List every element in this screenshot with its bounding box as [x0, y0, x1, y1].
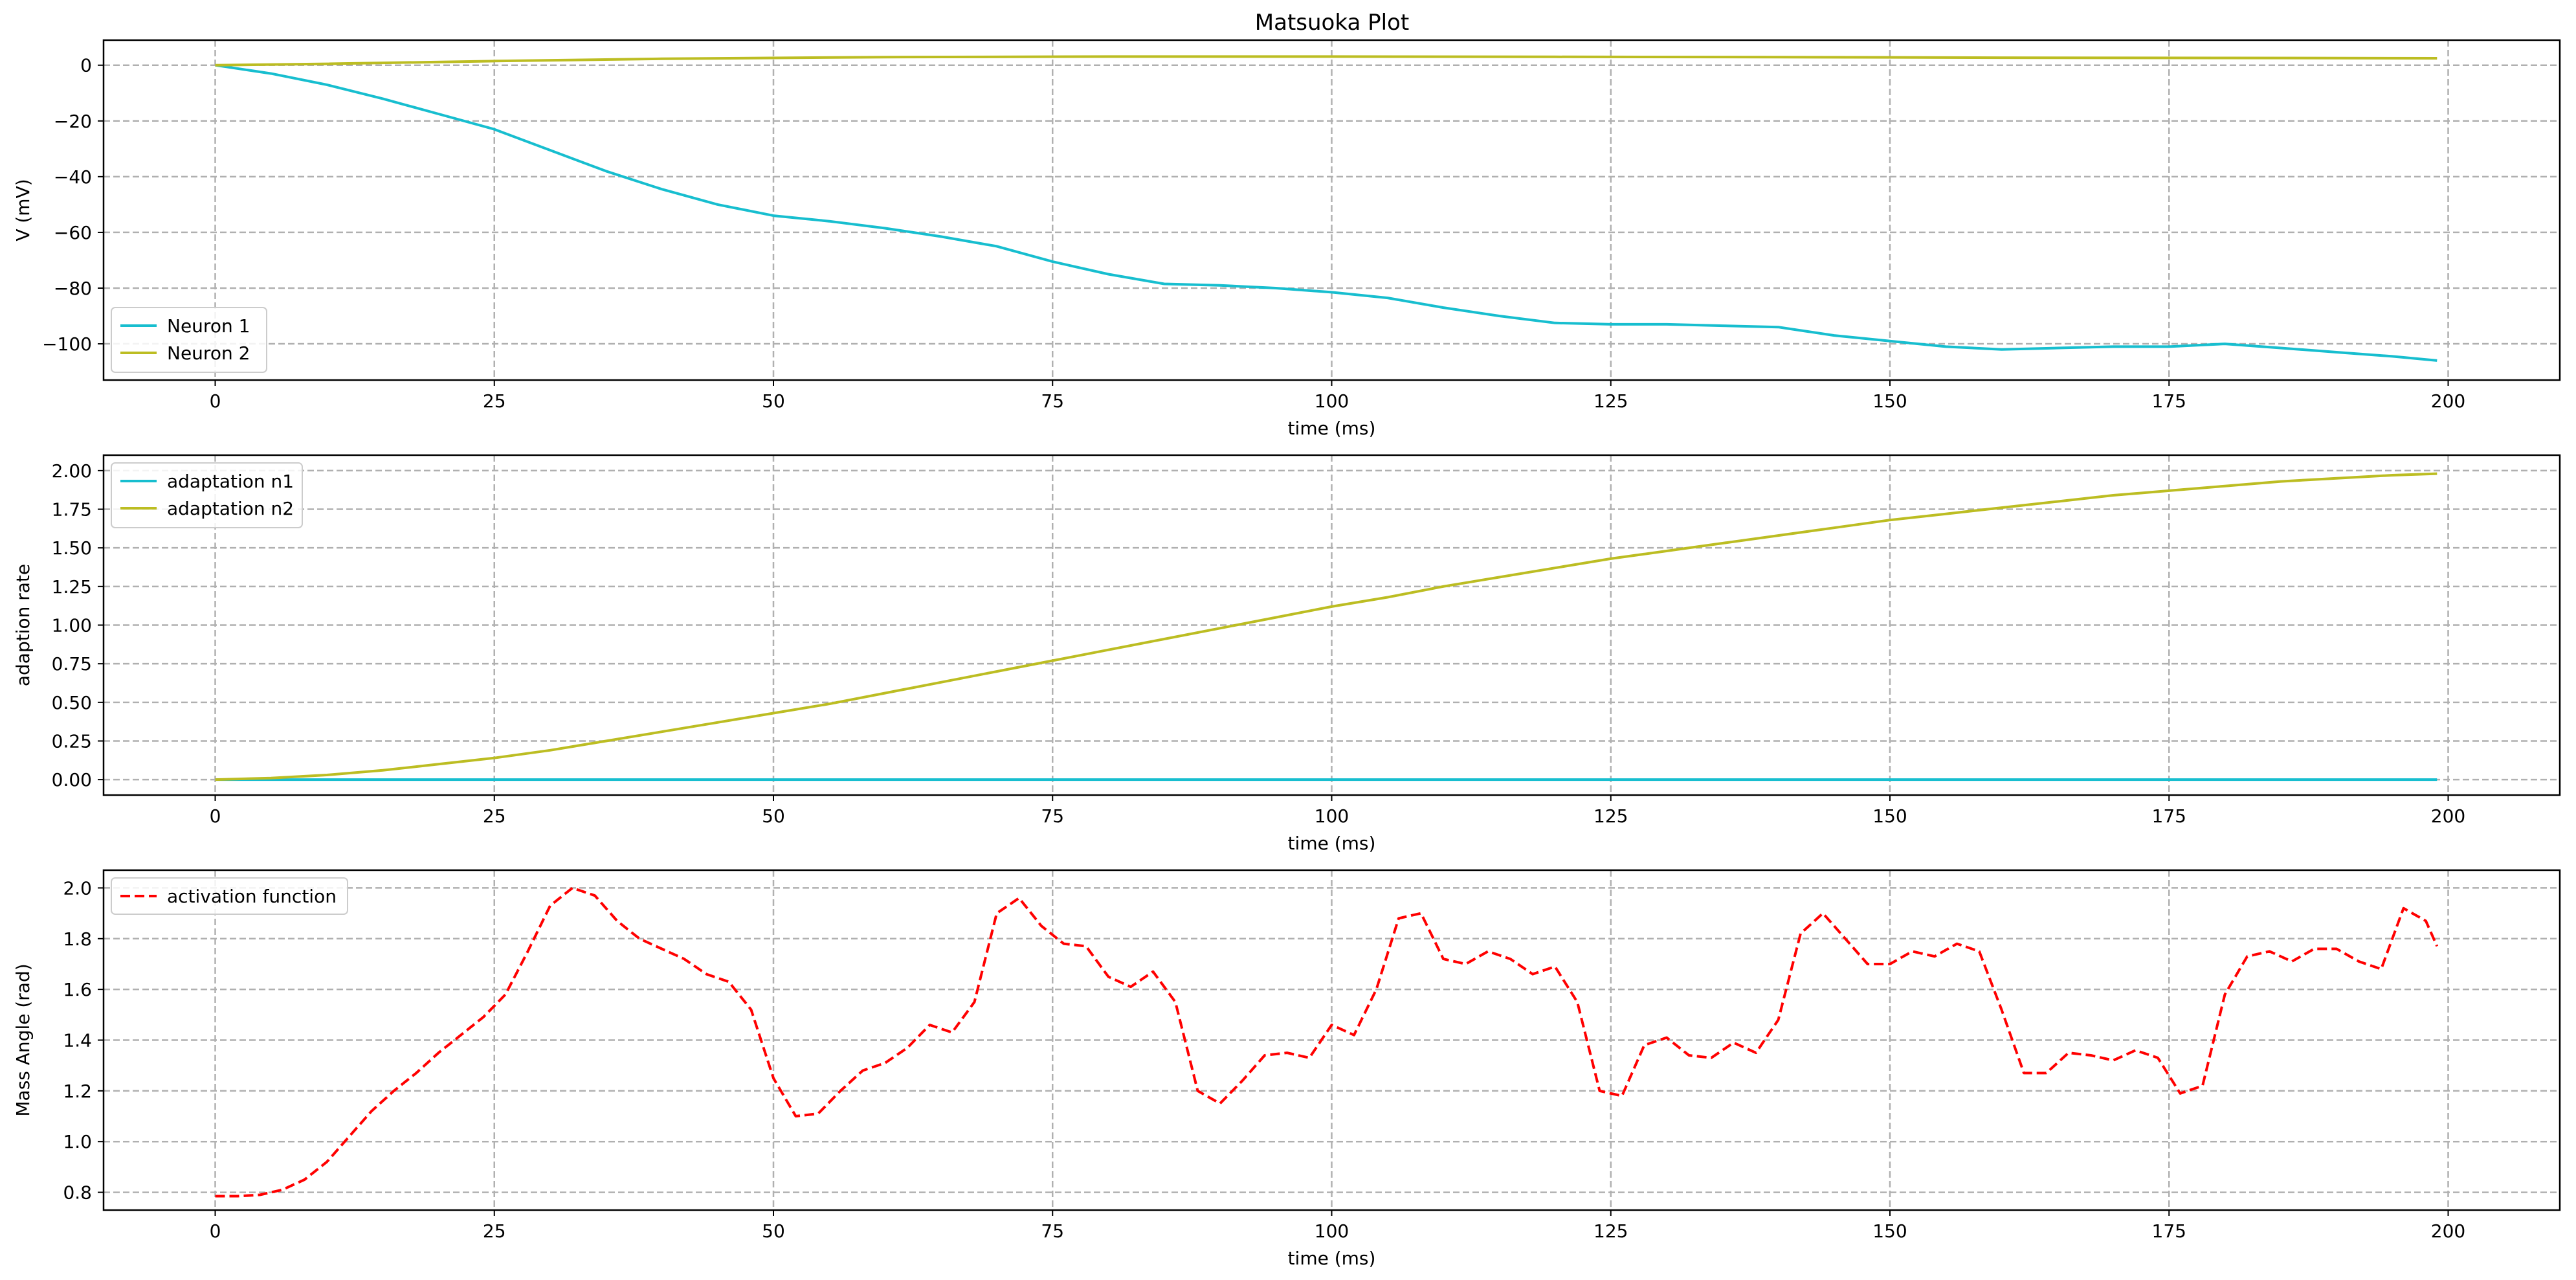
x-tick-label: 125 — [1593, 805, 1628, 827]
x-tick-label: 175 — [2152, 805, 2186, 827]
x-axis-label: time (ms) — [1288, 833, 1376, 854]
y-tick-label: 0.00 — [52, 769, 92, 791]
axes-frame — [102, 39, 2561, 381]
legend-label: Neuron 2 — [167, 342, 250, 364]
y-tick-label: −80 — [54, 278, 92, 299]
y-tick-label: 1.8 — [63, 928, 92, 950]
y-tick-label: 2.00 — [52, 460, 92, 482]
x-tick-label: 0 — [210, 390, 221, 412]
legend: Neuron 1 Neuron 2 — [111, 307, 267, 373]
x-tick-label: 75 — [1041, 1220, 1064, 1242]
y-tick-label: 0.75 — [52, 653, 92, 675]
x-tick-label: 150 — [1872, 1220, 1907, 1242]
series-line-1 — [215, 63, 2437, 362]
legend: adaptation n1 adaptation n2 — [111, 462, 303, 528]
series-line-1 — [215, 886, 2439, 1198]
legend-label: adaptation n1 — [167, 471, 294, 492]
legend-label: activation function — [167, 886, 337, 907]
x-tick-label: 50 — [762, 1220, 785, 1242]
y-tick-label: 1.4 — [63, 1030, 92, 1051]
x-tick-label: 25 — [483, 390, 506, 412]
x-tick-label: 200 — [2431, 390, 2465, 412]
x-tick-label: 125 — [1593, 390, 1628, 412]
y-tick-label: 1.75 — [52, 499, 92, 521]
x-tick-label: 0 — [210, 805, 221, 827]
axes-frame — [102, 869, 2561, 1211]
y-axis-label: V (mV) — [12, 179, 34, 241]
x-tick-label: 100 — [1315, 1220, 1349, 1242]
y-tick-label: 0.50 — [52, 692, 92, 713]
subplot-2: 0 25 50 75 100 125 150 175 200 0.00 0.25 0.50 0.75 1.… — [12, 454, 2561, 854]
x-tick-label: 200 — [2431, 1220, 2465, 1242]
y-tick-label: 0.25 — [52, 730, 92, 752]
y-axis-label: Mass Angle (rad) — [12, 963, 34, 1116]
x-tick-label: 50 — [762, 390, 785, 412]
legend-box — [111, 877, 348, 915]
y-tick-label: 0 — [80, 55, 92, 76]
x-tick-label: 100 — [1315, 805, 1349, 827]
x-tick-label: 25 — [483, 805, 506, 827]
legend-label: adaptation n2 — [167, 498, 294, 519]
series-line-2 — [215, 55, 2437, 67]
x-axis-label: time (ms) — [1288, 418, 1376, 439]
x-tick-label: 75 — [1041, 390, 1064, 412]
series-line-2 — [215, 472, 2437, 781]
y-tick-label: 1.50 — [52, 537, 92, 559]
y-tick-label: 0.8 — [63, 1182, 92, 1204]
y-tick-label: 1.6 — [63, 979, 92, 1000]
x-tick-label: 25 — [483, 1220, 506, 1242]
subplot-1: 0 25 50 75 100 125 150 175 200 0 −20 −40 −60 −80 −100 t… — [12, 39, 2561, 439]
x-tick-label: 75 — [1041, 805, 1064, 827]
x-axis-label: time (ms) — [1288, 1248, 1376, 1269]
y-tick-label: 1.2 — [63, 1081, 92, 1102]
x-tick-label: 150 — [1872, 390, 1907, 412]
legend: activation function — [111, 877, 348, 915]
x-tick-label: 175 — [2152, 390, 2186, 412]
y-axis-label: adaption rate — [12, 564, 34, 686]
subplot-3: 0 25 50 75 100 125 150 175 200 0.8 1.0 1.2 1.4 1.6 1.8… — [12, 869, 2561, 1269]
axes-frame — [102, 454, 2561, 796]
legend-box — [111, 462, 303, 528]
x-tick-label: 200 — [2431, 805, 2465, 827]
y-tick-label: −60 — [54, 222, 92, 243]
x-tick-label: 150 — [1872, 805, 1907, 827]
y-tick-label: −20 — [54, 111, 92, 132]
legend-label: Neuron 1 — [167, 315, 250, 337]
y-tick-label: 1.00 — [52, 615, 92, 636]
y-tick-label: 1.25 — [52, 576, 92, 598]
x-tick-label: 0 — [210, 1220, 221, 1242]
y-tick-label: 1.0 — [63, 1131, 92, 1152]
x-tick-label: 175 — [2152, 1220, 2186, 1242]
x-tick-label: 50 — [762, 805, 785, 827]
x-tick-label: 125 — [1593, 1220, 1628, 1242]
x-tick-label: 100 — [1315, 390, 1349, 412]
legend-box — [111, 307, 267, 373]
y-tick-label: −100 — [42, 333, 92, 355]
figure-title: Matsuoka Plot — [1255, 10, 1409, 36]
y-tick-label: −40 — [54, 166, 92, 188]
y-tick-label: 2.0 — [63, 877, 92, 899]
